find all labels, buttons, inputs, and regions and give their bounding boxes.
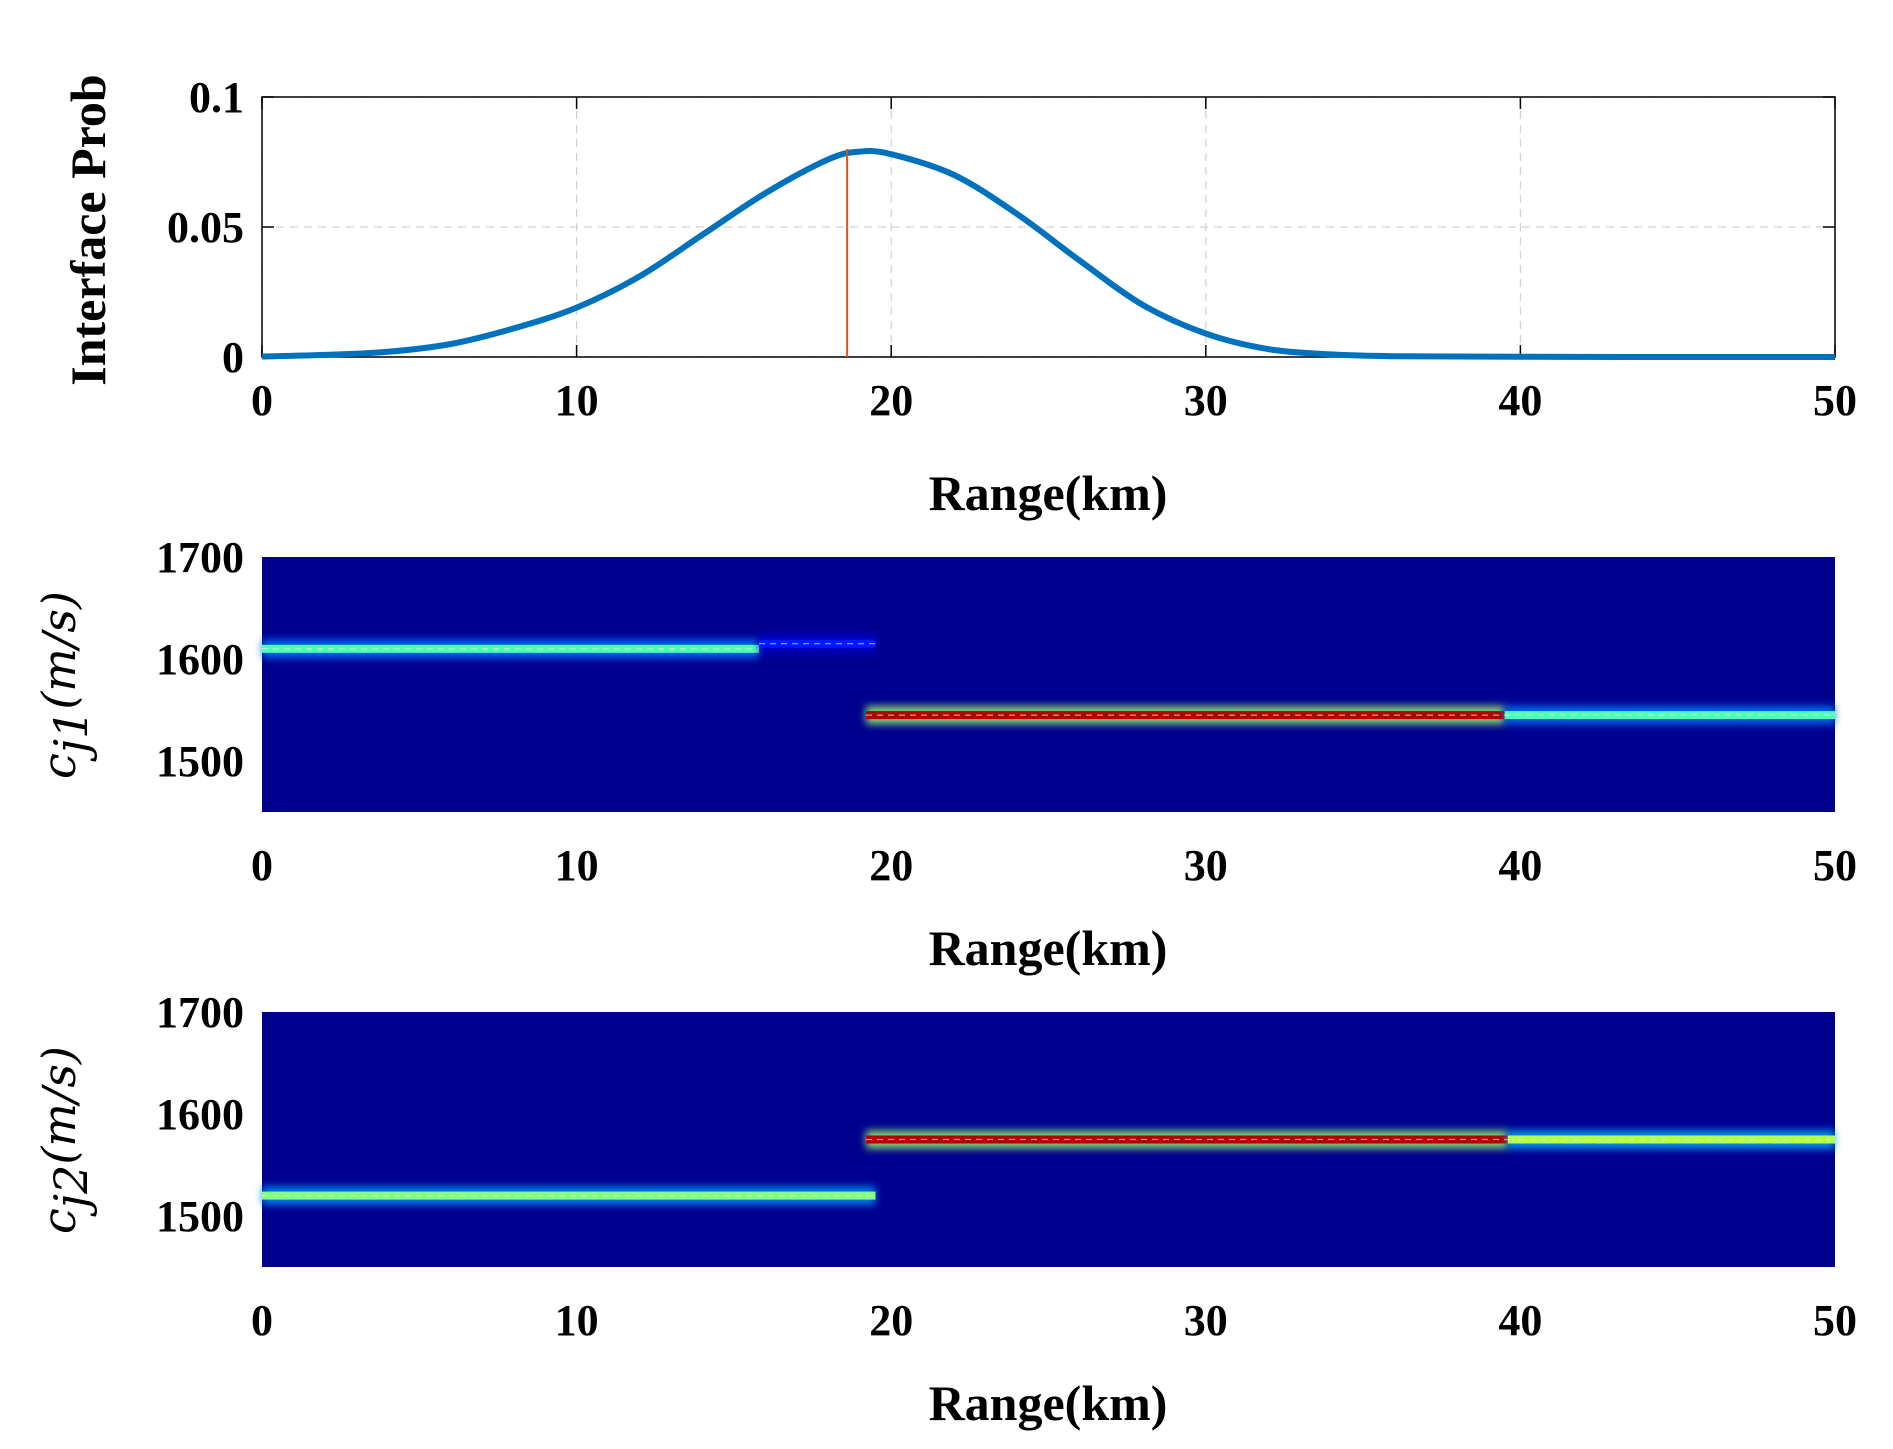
panel-interface-prob: 0 0.05 0.1 0 10 20 30 40 50 Range(km) Interface…: [60, 73, 1857, 521]
x-tick-label: 0: [251, 1296, 273, 1345]
x-tick-label: 30: [1184, 376, 1228, 425]
heatmap-band: [262, 644, 760, 653]
x-tick-label: 10: [555, 841, 599, 890]
y-tick-label: 1500: [156, 737, 244, 786]
x-tick-label: 20: [869, 841, 913, 890]
x-tick-label: 10: [555, 376, 599, 425]
y-axis: 0 0.05 0.1: [167, 73, 1835, 382]
panel-cj1-heatmap: 1500 1600 1700 0 10 20 30 40 50 Range(km) cj1(m…: [32, 533, 1857, 976]
x-tick-label: 10: [555, 1296, 599, 1345]
x-axis-label: Range(km): [929, 920, 1168, 976]
x-tick-label: 20: [869, 376, 913, 425]
x-tick-label: 20: [869, 1296, 913, 1345]
y-tick-label: 1700: [156, 533, 244, 582]
y-tick-label: 1500: [156, 1192, 244, 1241]
panel-cj2-heatmap: 1500 1600 1700 0 10 20 30 40 50 Range(km) cj2(m…: [32, 988, 1857, 1431]
y-tick-label: 0: [222, 333, 244, 382]
heatmap-band: [262, 1191, 876, 1200]
y-axis-label: Interface Prob: [60, 74, 116, 385]
series: [261, 148, 1836, 361]
x-tick-label: 50: [1813, 376, 1857, 425]
y-axis: 1500 1600 1700: [156, 988, 244, 1241]
y-axis-label: cj2(m/s): [32, 1046, 98, 1234]
heatmap-bands: [262, 634, 1835, 725]
heatmap-band: [1507, 1135, 1835, 1144]
heatmap-background: [262, 557, 1835, 812]
x-tick-label: 30: [1184, 841, 1228, 890]
x-tick-label: 50: [1813, 1296, 1857, 1345]
x-axis: 0 10 20 30 40 50: [251, 841, 1857, 890]
x-tick-label: 0: [251, 376, 273, 425]
x-tick-label: 40: [1498, 841, 1542, 890]
y-tick-label: 1700: [156, 988, 244, 1037]
x-tick-label: 40: [1498, 1296, 1542, 1345]
y-tick-label: 1600: [156, 1090, 244, 1139]
x-axis-label: Range(km): [929, 465, 1168, 521]
y-tick-label: 0.05: [167, 203, 244, 252]
x-axis: 0 10 20 30 40 50: [251, 1296, 1857, 1345]
y-tick-label: 1600: [156, 635, 244, 684]
x-axis: 0 10 20 30 40 50: [251, 97, 1857, 425]
x-tick-label: 40: [1498, 376, 1542, 425]
grid: [261, 96, 1836, 358]
y-axis-label: cj1(m/s): [32, 591, 98, 779]
x-tick-label: 30: [1184, 1296, 1228, 1345]
y-tick-label: 0.1: [189, 73, 244, 122]
probability-curve: [261, 148, 1836, 361]
y-axis: 1500 1600 1700: [156, 533, 244, 786]
x-tick-label: 0: [251, 841, 273, 890]
x-tick-label: 50: [1813, 841, 1857, 890]
heatmap-bands: [262, 1130, 1835, 1205]
x-axis-label: Range(km): [929, 1375, 1168, 1431]
